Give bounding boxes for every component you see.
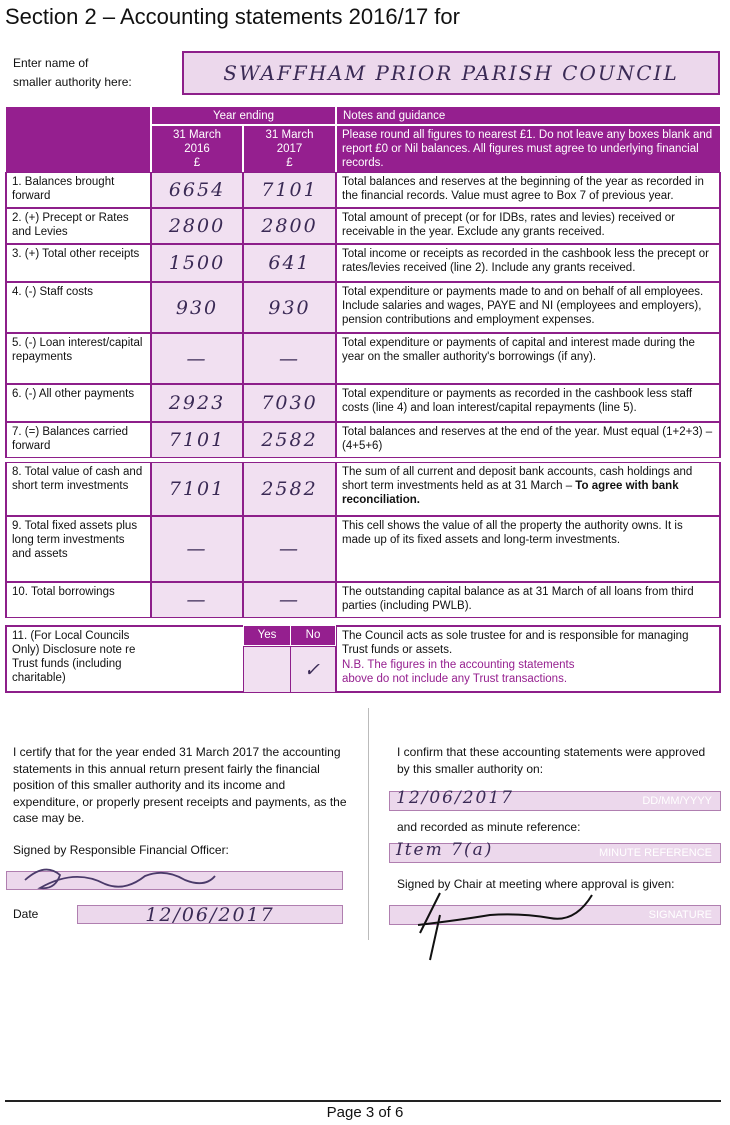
col-text: 2016 [184, 143, 210, 155]
note-text: Total expenditure or payments as recorde… [342, 388, 693, 414]
note-text: Total expenditure or payments made to an… [342, 286, 704, 326]
value-2016[interactable]: 2800 [151, 208, 243, 244]
value-2016[interactable]: 930 [151, 282, 243, 333]
row-label: 2. (+) Precept or Rates and Levies [5, 208, 151, 244]
chair-label: Signed by Chair at meeting where approva… [397, 877, 675, 891]
row-label: 3. (+) Total other receipts [5, 244, 151, 282]
value-2016[interactable]: — [151, 333, 243, 384]
row-note: This cell shows the value of all the pro… [336, 516, 721, 582]
approval-date-field[interactable]: DD/MM/YYYY 12/06/2017 [389, 788, 721, 811]
row-note: Total balances and reserves at the end o… [336, 422, 721, 458]
signature-placeholder: SIGNATURE [648, 909, 712, 921]
value-2017[interactable]: 2582 [243, 462, 336, 516]
row-note: Total income or receipts as recorded in … [336, 244, 721, 282]
trust-nb-note: N.B. The figures in the accounting state… [342, 659, 575, 685]
col-text: 2017 [276, 143, 303, 155]
authority-label-line: Enter name of [13, 56, 89, 70]
minute-placeholder: MINUTE REFERENCE [598, 847, 712, 859]
col-2016-header: 31 March 2016 £ [151, 125, 243, 173]
chair-signature-field[interactable]: SIGNATURE [389, 905, 721, 925]
note-text: Total income or receipts as recorded in … [342, 248, 709, 274]
note-text: The outstanding capital balance as at 31… [342, 586, 694, 612]
no-header: No [290, 625, 336, 646]
notes-guidance-text: Please round all figures to nearest £1. … [336, 125, 721, 173]
value-2016[interactable]: 7101 [151, 462, 243, 516]
approval-date-value: 12/06/2017 [396, 788, 514, 808]
rfo-signature-icon [24, 868, 216, 890]
note-bold-text: To agree with bank reconciliation. [342, 480, 679, 506]
authority-label-line: smaller authority here: [13, 75, 132, 89]
date-label: Date [13, 907, 39, 921]
row-label: 4. (-) Staff costs [5, 282, 151, 333]
row-note: Total expenditure or payments of capital… [336, 333, 721, 384]
col-text: 31 March [173, 129, 221, 141]
value-2017[interactable]: 641 [243, 244, 336, 282]
rfo-signed-label: Signed by Responsible Financial Officer: [13, 843, 229, 857]
col-2017-header: 31 March 2017 £ [243, 125, 336, 173]
yes-checkbox[interactable] [243, 646, 291, 693]
value-2016[interactable]: 7101 [151, 422, 243, 458]
row-11-note: The Council acts as sole trustee for and… [336, 625, 721, 693]
row-label: 5. (-) Loan interest/capital repayments [5, 333, 151, 384]
notes-header: Notes and guidance [336, 106, 721, 125]
col-text: £ [286, 157, 293, 169]
value-2017[interactable]: 2582 [243, 422, 336, 458]
page-title: Section 2 – Accounting statements 2016/1… [5, 4, 460, 29]
date-placeholder: DD/MM/YYYY [642, 795, 712, 807]
col-text: 31 March [265, 129, 314, 141]
row-note: Total amount of precept (or for IDBs, ra… [336, 208, 721, 244]
row-label: 10. Total borrowings [5, 582, 151, 618]
header-blank [5, 106, 151, 173]
col-text: £ [193, 157, 201, 169]
row-label: 11. (For Local Councils Only) Disclosure… [12, 630, 136, 684]
year-ending-header: Year ending [151, 106, 336, 125]
note-text: Total expenditure or payments of capital… [342, 337, 695, 363]
value-2016[interactable]: — [151, 582, 243, 618]
value-2017[interactable]: — [243, 516, 336, 582]
minute-value: Item 7(a) [396, 840, 494, 860]
note-text: Total amount of precept (or for IDBs, ra… [342, 212, 676, 238]
row-11-label: 11. (For Local Councils Only) Disclosure… [5, 625, 244, 693]
row-note: Total expenditure or payments made to an… [336, 282, 721, 333]
row-label: 9. Total fixed assets plus long term inv… [5, 516, 151, 582]
row-note: Total balances and reserves at the begin… [336, 172, 721, 208]
note-text: Total balances and reserves at the end o… [342, 426, 713, 452]
row-label: 6. (-) All other payments [5, 384, 151, 422]
value-2017[interactable]: 2800 [243, 208, 336, 244]
row-label: 1. Balances brought forward [5, 172, 151, 208]
row-label: 7. (=) Balances carried forward [5, 422, 151, 458]
minute-label: and recorded as minute reference: [397, 820, 581, 834]
row-note: Total expenditure or payments as recorde… [336, 384, 721, 422]
yes-header: Yes [243, 625, 291, 646]
row-note: The sum of all current and deposit bank … [336, 462, 721, 516]
value-2017[interactable]: 930 [243, 282, 336, 333]
value-2016[interactable]: 6654 [151, 172, 243, 208]
authority-label: Enter name of smaller authority here: [13, 54, 132, 92]
note-text: The sum of all current and deposit bank … [342, 466, 693, 492]
value-2017[interactable]: — [243, 333, 336, 384]
rfo-signature-field[interactable] [6, 871, 343, 890]
no-checkbox[interactable]: ✓ [290, 646, 336, 693]
value-2017[interactable]: 7030 [243, 384, 336, 422]
row-label: 8. Total value of cash and short term in… [5, 462, 151, 516]
value-2017[interactable]: — [243, 582, 336, 618]
approval-text: I confirm that these accounting statemen… [397, 745, 706, 776]
chair-signature-icon [417, 892, 593, 961]
note-text: Total balances and reserves at the begin… [342, 176, 704, 202]
certify-text: I certify that for the year ended 31 Mar… [13, 745, 347, 825]
value-2017[interactable]: 7101 [243, 172, 336, 208]
page-number: Page 3 of 6 [326, 1104, 404, 1121]
minute-reference-field[interactable]: MINUTE REFERENCE Item 7(a) [389, 840, 721, 863]
value-2016[interactable]: — [151, 516, 243, 582]
footer-rule [5, 1100, 721, 1102]
note-text: This cell shows the value of all the pro… [342, 520, 683, 546]
divider [368, 708, 369, 940]
note-text: The Council acts as sole trustee for and… [342, 630, 689, 656]
authority-name-field[interactable]: SWAFFHAM PRIOR PARISH COUNCIL [182, 51, 720, 95]
value-2016[interactable]: 2923 [151, 384, 243, 422]
rfo-date-field[interactable]: 12/06/2017 [77, 904, 343, 926]
value-2016[interactable]: 1500 [151, 244, 243, 282]
row-note: The outstanding capital balance as at 31… [336, 582, 721, 618]
